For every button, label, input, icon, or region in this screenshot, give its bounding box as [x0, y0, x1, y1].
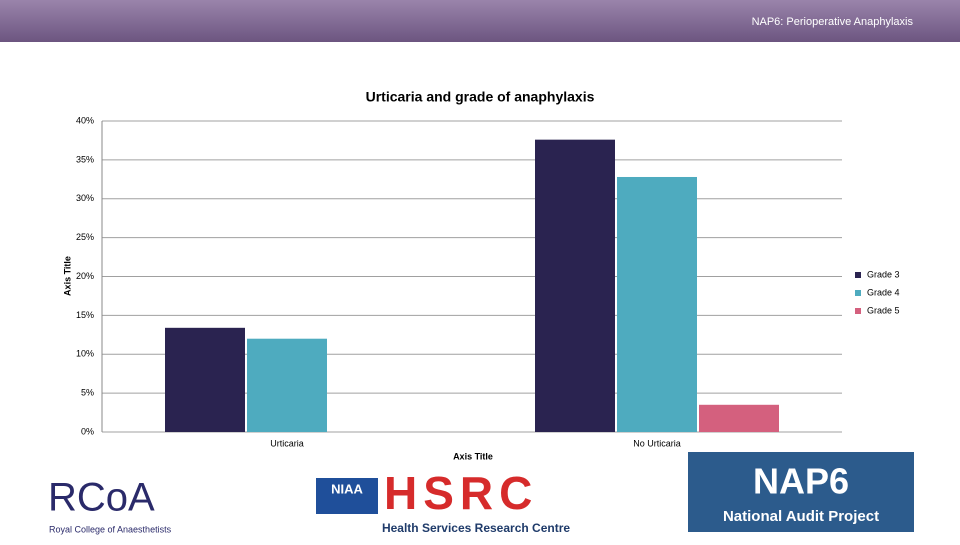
y-tick-label: 20%: [76, 271, 94, 281]
y-axis-title: Axis Title: [62, 256, 72, 296]
legend-label: Grade 3: [867, 269, 900, 279]
y-tick-label: 15%: [76, 310, 94, 320]
rcoa-text: RCoA: [48, 476, 155, 520]
y-tick-label: 35%: [76, 154, 94, 164]
plot: 0% 5% 10% 15% 20% 25% 30% 35% 40% Urticaria No Urt…: [76, 115, 900, 448]
nap6-name: National Audit Project: [723, 508, 879, 525]
hsrc-logo: NIAA HSRC Health Services Research Centr…: [316, 467, 570, 535]
header-band: [0, 0, 960, 42]
header-title: NAP6: Perioperative Anaphylaxis: [752, 16, 914, 28]
bar: [247, 338, 327, 432]
y-tick-label: 40%: [76, 115, 94, 125]
hsrc-text: HSRC: [384, 467, 538, 519]
hsrc-name: Health Services Research Centre: [382, 521, 570, 535]
bar: [165, 327, 245, 432]
y-tick-label: 10%: [76, 349, 94, 359]
legend-swatch: [855, 272, 861, 278]
y-tick-label: 25%: [76, 232, 94, 242]
y-tick-label: 30%: [76, 193, 94, 203]
niaa-text: NIAA: [331, 481, 363, 496]
rcoa-name: Royal College of Anaesthetists: [49, 524, 172, 534]
rcoa-logo: RCoA Royal College of Anaesthetists: [48, 476, 172, 535]
x-axis-title: Axis Title: [453, 451, 493, 461]
bar: [699, 404, 779, 432]
y-tick-label: 5%: [81, 388, 94, 398]
legend-label: Grade 4: [867, 287, 900, 297]
x-tick-label: Urticaria: [270, 438, 304, 448]
legend-swatch: [855, 308, 861, 314]
legend-label: Grade 5: [867, 305, 900, 315]
y-tick-label: 0%: [81, 426, 94, 436]
chart-title: Urticaria and grade of anaphylaxis: [366, 89, 595, 105]
x-tick-label: No Urticaria: [633, 438, 681, 448]
niaa-box: [316, 478, 378, 514]
bar: [535, 139, 615, 432]
bar: [617, 176, 697, 432]
legend-swatch: [855, 290, 861, 296]
nap6-text: NAP6: [753, 461, 849, 502]
nap6-logo: NAP6 National Audit Project: [688, 452, 914, 532]
nap6-box: [688, 452, 914, 532]
